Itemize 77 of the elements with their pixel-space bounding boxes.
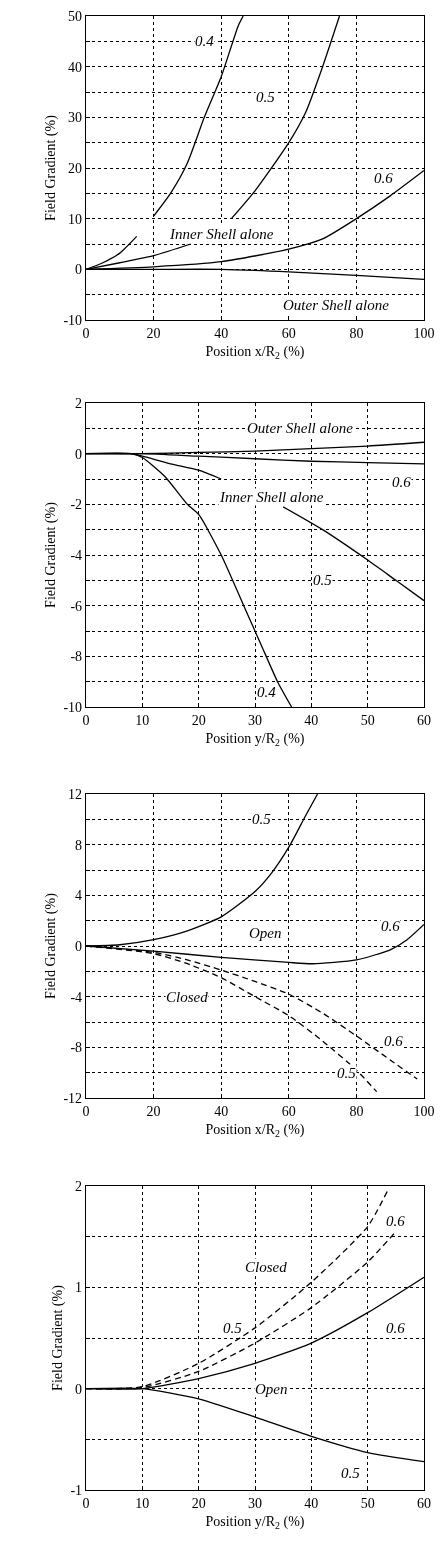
y-tick-label: 0 xyxy=(75,262,83,278)
x-tick-label: 10 xyxy=(135,712,150,728)
annotation: 0.5 xyxy=(337,1065,357,1081)
x-axis-title: Position y/R$_{2}$ (%) xyxy=(205,731,305,749)
y-tick-label: 4 xyxy=(75,888,83,904)
y-axis-title: Field Gradient (%) xyxy=(43,501,60,608)
y-tick-label: 30 xyxy=(68,110,83,126)
x-tick-label: 40 xyxy=(214,325,229,341)
x-tick-label: 40 xyxy=(304,1495,319,1511)
y-tick-label: -2 xyxy=(70,497,83,513)
annotation: Outer Shell alone xyxy=(247,420,354,436)
annotation: 0.5 xyxy=(223,1320,243,1336)
x-tick-label: 30 xyxy=(248,1495,262,1511)
x-tick-label: 50 xyxy=(360,712,375,728)
annotation: 0.6 xyxy=(381,918,401,934)
annotation: 0.6 xyxy=(392,474,412,490)
y-tick-label: -10 xyxy=(63,699,83,715)
x-tick-label: 60 xyxy=(281,1103,296,1119)
annotation: 0.4 xyxy=(257,684,277,700)
annotation: 0.6 xyxy=(374,170,394,186)
y-tick-label: 2 xyxy=(75,1178,83,1194)
y-tick-label: 50 xyxy=(68,8,83,24)
annotation: Outer Shell alone xyxy=(283,297,390,313)
x-tick-label: 30 xyxy=(248,712,262,728)
x-tick-label: 100 xyxy=(413,325,435,341)
annotation: Closed xyxy=(166,989,209,1005)
y-axis-title: Field Gradient (%) xyxy=(43,114,60,221)
annotation: 0.5 xyxy=(341,1465,361,1481)
y-tick-label: 40 xyxy=(68,59,83,75)
x-axis-title: Position x/R$_{2}$ (%) xyxy=(205,1122,305,1140)
y-tick-label: 0 xyxy=(75,446,83,462)
annotation: 0.6 xyxy=(386,1213,406,1229)
y-tick-label: 2 xyxy=(75,395,83,411)
y-tick-label: 0 xyxy=(75,1381,83,1397)
x-tick-label: 60 xyxy=(417,1495,431,1511)
y-tick-label: 0 xyxy=(75,938,83,954)
y-tick-label: 8 xyxy=(75,837,83,853)
x-tick-label: 20 xyxy=(146,1103,161,1119)
annotation: 0.6 xyxy=(386,1320,406,1336)
annotation: 0.4 xyxy=(195,33,215,49)
x-tick-label: 20 xyxy=(146,325,161,341)
x-tick-label: 40 xyxy=(304,712,319,728)
y-tick-label: 1 xyxy=(75,1280,83,1296)
x-tick-label: 60 xyxy=(417,712,431,728)
y-tick-label: -4 xyxy=(70,547,83,563)
x-tick-label: 20 xyxy=(191,1495,206,1511)
y-tick-label: -8 xyxy=(70,1040,83,1056)
annotation: 0.5 xyxy=(252,811,272,827)
annotation: 0.5 xyxy=(256,89,276,105)
x-axis-title: Position y/R$_{2}$ (%) xyxy=(205,1514,305,1532)
y-tick-label: 10 xyxy=(68,211,83,227)
y-axis-title: Field Gradient (%) xyxy=(43,892,60,999)
x-tick-label: 40 xyxy=(214,1103,229,1119)
annotation: Open xyxy=(249,925,282,941)
x-tick-label: 10 xyxy=(135,1495,150,1511)
y-tick-label: -4 xyxy=(70,989,83,1005)
annotation: 0.6 xyxy=(384,1033,404,1049)
y-tick-label: -1 xyxy=(70,1482,83,1498)
y-tick-label: -10 xyxy=(63,312,83,328)
x-tick-label: 80 xyxy=(349,1103,364,1119)
y-axis-title: Field Gradient (%) xyxy=(50,1284,67,1391)
y-tick-label: -6 xyxy=(70,598,83,614)
annotation: Open xyxy=(255,1381,288,1397)
x-tick-label: 80 xyxy=(349,325,364,341)
x-tick-label: 50 xyxy=(360,1495,375,1511)
y-tick-label: -12 xyxy=(63,1090,83,1106)
annotation: 0.5 xyxy=(313,572,333,588)
x-axis-title: Position x/R$_{2}$ (%) xyxy=(205,344,305,362)
y-tick-label: -8 xyxy=(70,649,83,665)
y-tick-label: 20 xyxy=(68,160,83,176)
x-tick-label: 60 xyxy=(281,325,296,341)
annotation: Closed xyxy=(245,1259,288,1275)
x-tick-label: 20 xyxy=(191,712,206,728)
x-tick-label: 100 xyxy=(413,1103,435,1119)
annotation: Inner Shell alone xyxy=(169,226,274,242)
y-tick-label: 12 xyxy=(68,786,83,802)
annotation: Inner Shell alone xyxy=(219,489,324,505)
